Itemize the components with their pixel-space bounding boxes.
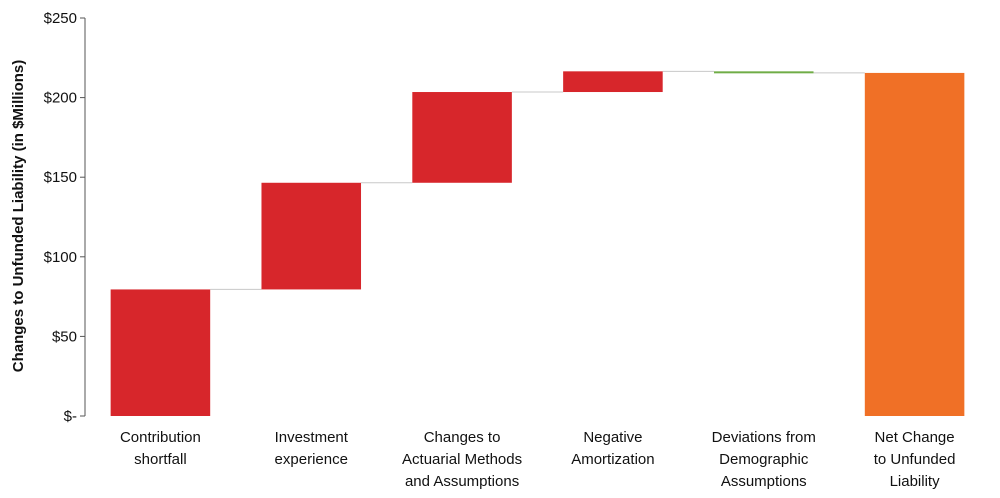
category-label-layer: Contribution shortfall Investment experienc… bbox=[120, 429, 955, 490]
y-tick-label: $50 bbox=[52, 328, 77, 345]
category-label-line: Assumptions bbox=[721, 473, 807, 490]
waterfall-bar bbox=[864, 72, 965, 416]
waterfall-bar bbox=[412, 92, 512, 183]
waterfall-bar bbox=[563, 71, 663, 93]
y-tick-label: $200 bbox=[44, 90, 77, 107]
category-label-line: shortfall bbox=[134, 451, 187, 468]
category-label-line: Liability bbox=[890, 473, 941, 490]
y-tick-label: $100 bbox=[44, 249, 77, 266]
category-label-line: Changes to bbox=[424, 429, 501, 446]
category-label: Changes to Actuarial Methods and Assumptio… bbox=[402, 429, 522, 490]
connector-layer bbox=[210, 70, 865, 290]
bar-layer bbox=[110, 71, 965, 416]
category-label-line: to Unfunded bbox=[874, 451, 956, 468]
category-label: Deviations from Demographic Assumptions bbox=[712, 429, 816, 490]
y-tick-label: $150 bbox=[44, 169, 77, 186]
category-label: Investment experience bbox=[275, 429, 349, 468]
y-axis-title-group: Changes to Unfunded Liability (in $Milli… bbox=[10, 60, 27, 373]
waterfall-bar bbox=[110, 289, 211, 416]
category-label-line: Demographic bbox=[719, 451, 809, 468]
category-label-line: Actuarial Methods bbox=[402, 451, 522, 468]
y-axis-title: Changes to Unfunded Liability (in $Milli… bbox=[10, 60, 27, 373]
category-label-line: experience bbox=[275, 451, 348, 468]
category-label: Net Change to Unfunded Liability bbox=[874, 429, 956, 490]
category-label: Negative Amortization bbox=[571, 429, 654, 468]
category-label-line: Negative bbox=[583, 429, 642, 446]
y-tick-label: $- bbox=[64, 408, 77, 425]
category-label-line: and Assumptions bbox=[405, 473, 519, 490]
category-label-line: Investment bbox=[275, 429, 349, 446]
waterfall-bar bbox=[261, 182, 362, 290]
axis-layer: $- $50 $100 $150 $200 $250 bbox=[44, 10, 86, 425]
category-label: Contribution shortfall bbox=[120, 429, 201, 468]
y-tick-label: $250 bbox=[44, 10, 77, 27]
category-label-line: Contribution bbox=[120, 429, 201, 446]
waterfall-bar bbox=[713, 71, 814, 74]
category-label-line: Amortization bbox=[571, 451, 654, 468]
category-label-line: Deviations from bbox=[712, 429, 816, 446]
category-label-line: Net Change bbox=[875, 429, 955, 446]
